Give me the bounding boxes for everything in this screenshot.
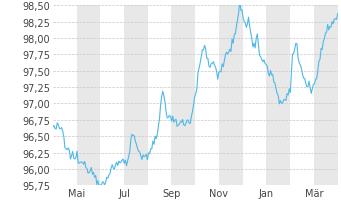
Bar <box>219 6 243 185</box>
Bar <box>172 6 195 185</box>
Bar <box>266 6 290 185</box>
Bar <box>77 6 100 185</box>
Bar <box>314 6 338 185</box>
Bar <box>124 6 148 185</box>
